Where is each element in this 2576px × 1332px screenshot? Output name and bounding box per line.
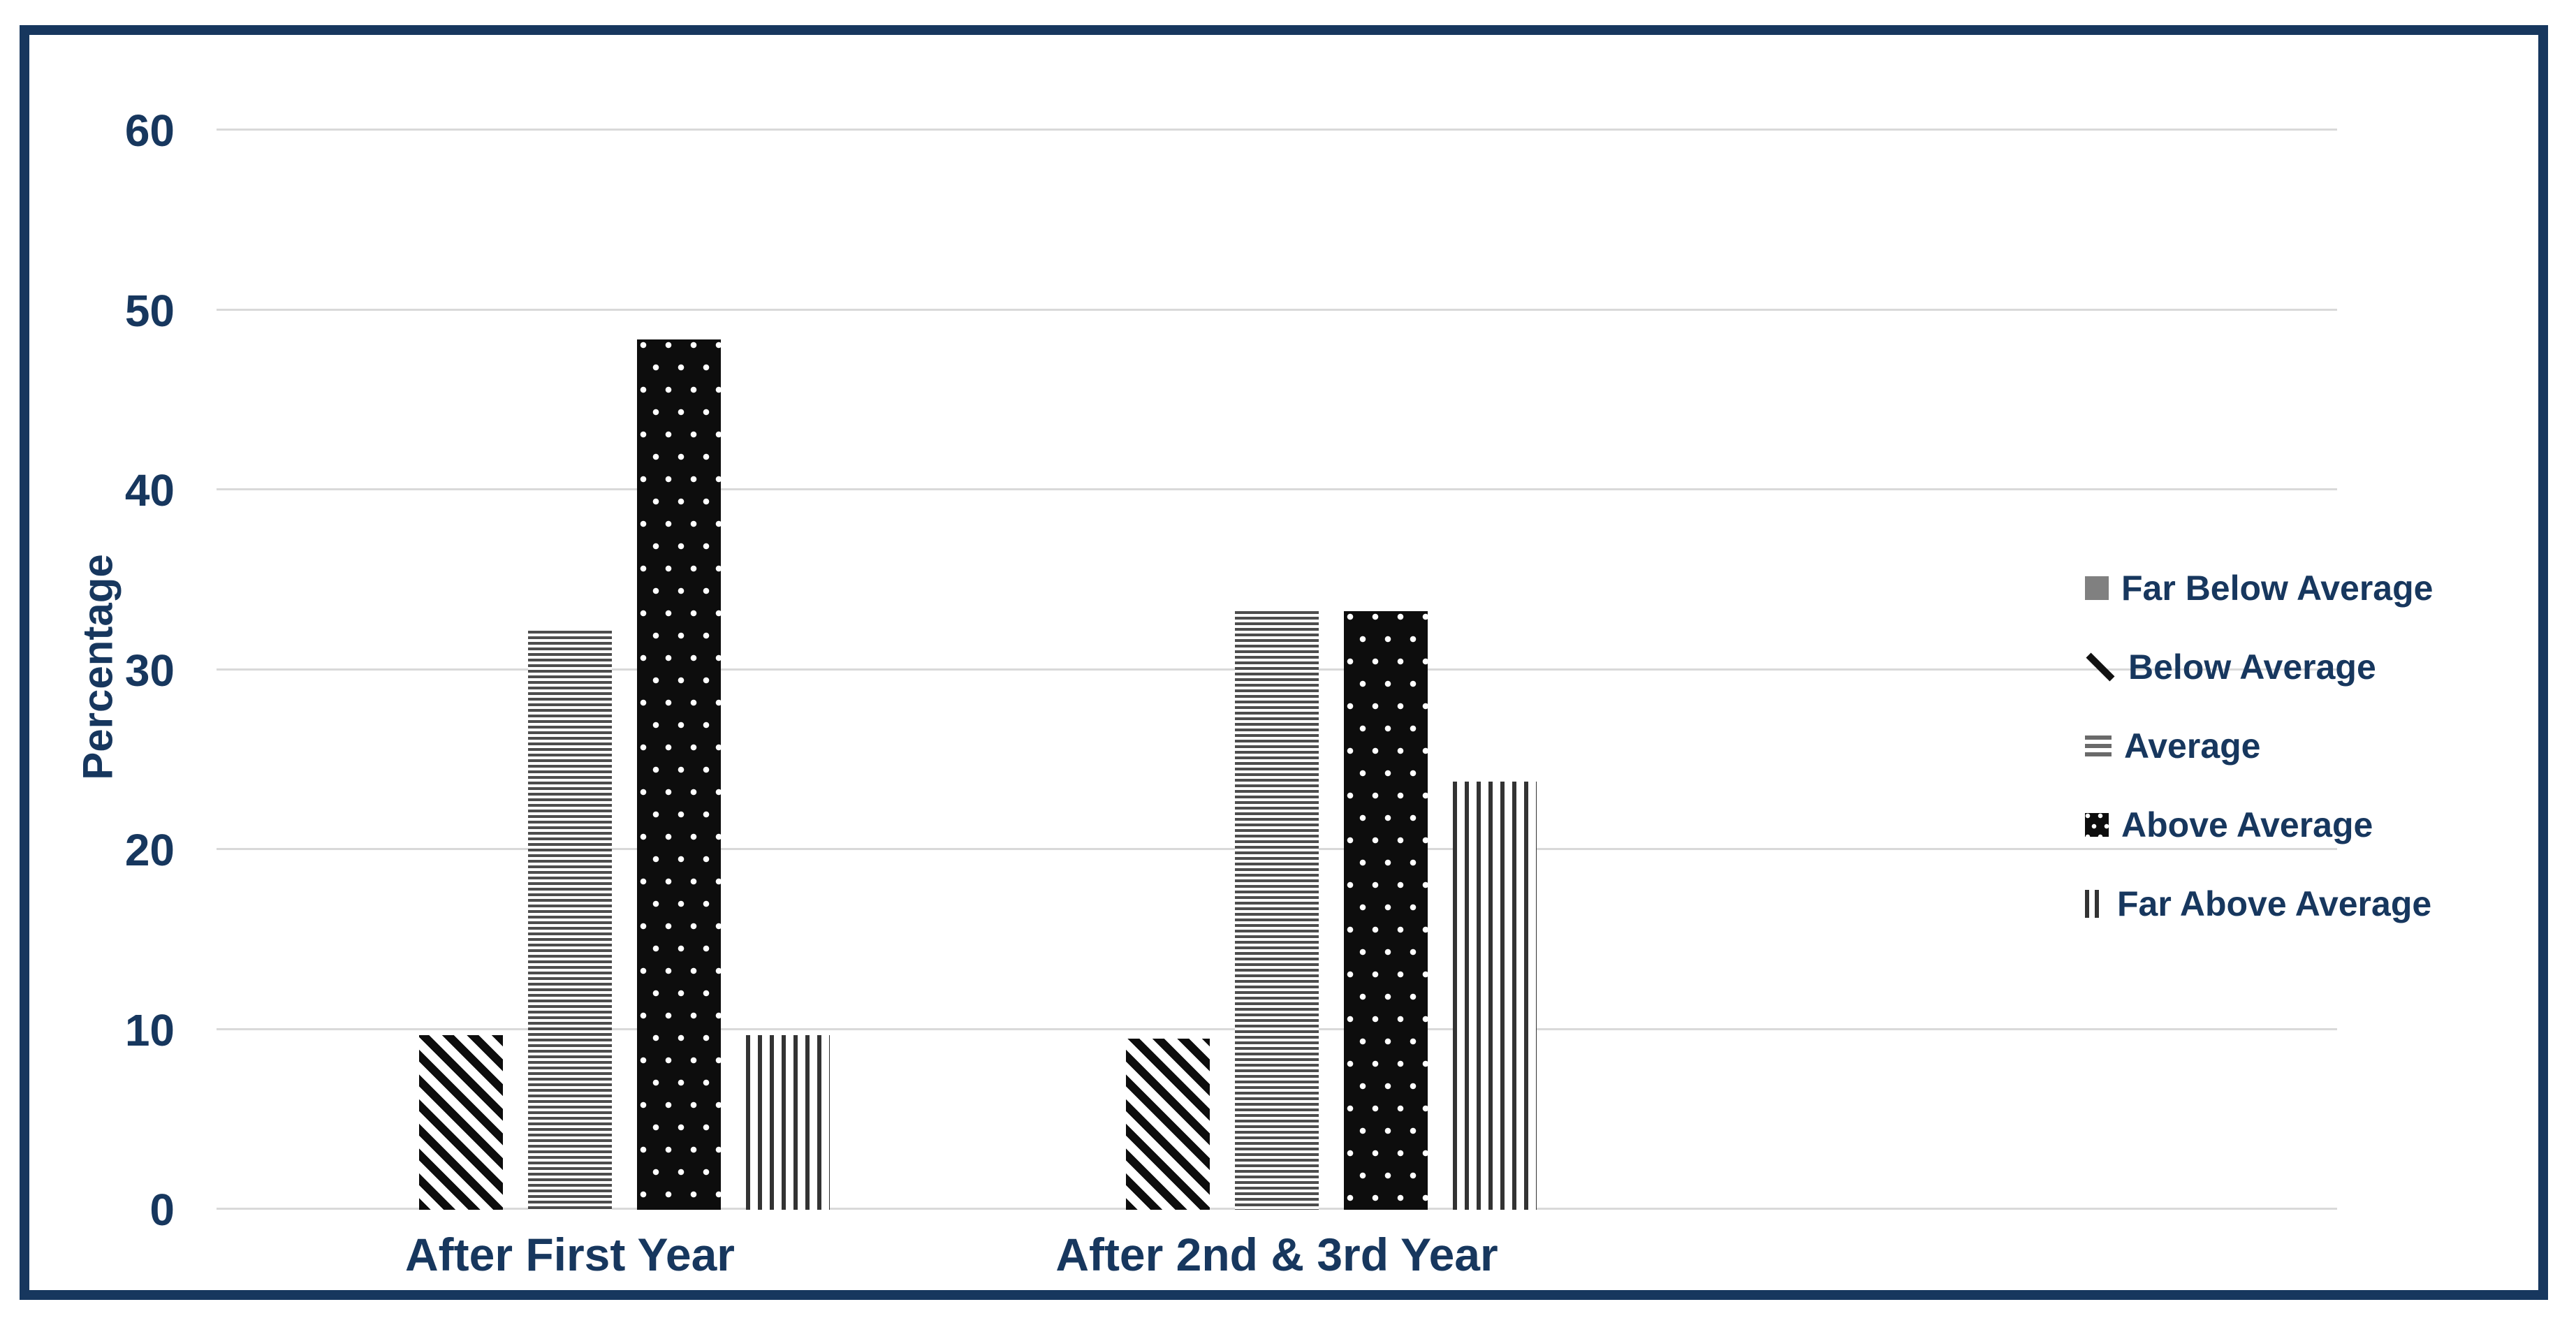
legend-item-below-average: Below Average [2085, 627, 2433, 706]
bar-below-average-cat0 [419, 1035, 503, 1210]
legend-label: Below Average [2128, 647, 2376, 687]
legend: Far Below Average Below Average Average Abo… [2085, 548, 2433, 943]
legend-item-far-below-average: Far Below Average [2085, 548, 2433, 627]
bar-average-cat1 [1235, 610, 1319, 1210]
bar-far-above-average-cat0 [746, 1035, 830, 1210]
legend-label: Average [2124, 726, 2261, 766]
y-tick-label-0: 0 [149, 1185, 175, 1235]
legend-item-average: Average [2085, 706, 2433, 785]
y-tick-label-50: 50 [124, 285, 175, 336]
vertical-lines-legend-marker-icon [2085, 889, 2105, 918]
y-tick-label-60: 60 [124, 105, 175, 156]
legend-label: Far Below Average [2121, 568, 2434, 608]
bar-above-average-cat0 [637, 339, 721, 1210]
y-tick-label-40: 40 [124, 465, 175, 516]
category-label-after-first-year: After First Year [405, 1229, 735, 1280]
black-with-white-dots-legend-marker-icon [2085, 812, 2109, 837]
bar-average-cat0 [528, 630, 612, 1210]
solid-gray-square-legend-marker-icon [2085, 576, 2109, 600]
bar-group-1 [923, 131, 1630, 1210]
legend-item-far-above-average: Far Above Average [2085, 864, 2433, 943]
y-tick-label-30: 30 [124, 645, 175, 696]
category-label-after-2nd-3rd-year: After 2nd & 3rd Year [1055, 1229, 1498, 1280]
plot-area [217, 129, 2337, 1210]
category-label-empty [1630, 1228, 2337, 1281]
horizontal-lines-legend-marker-icon [2085, 735, 2112, 756]
y-tick-label-20: 20 [124, 825, 175, 876]
gridline-40 [217, 488, 2337, 491]
chart-border-frame [20, 25, 2548, 1300]
x-axis-labels: After First Year After 2nd & 3rd Year [217, 1228, 2337, 1281]
legend-label: Far Above Average [2117, 884, 2432, 923]
bar-far-above-average-cat1 [1453, 782, 1537, 1210]
gridline-50 [217, 308, 2337, 311]
bar-below-average-cat1 [1126, 1039, 1210, 1210]
bar-above-average-cat1 [1344, 610, 1428, 1210]
legend-label: Above Average [2121, 805, 2373, 844]
gridline-60 [217, 129, 2337, 131]
diagonal-stripes-legend-marker-icon [2085, 652, 2116, 682]
legend-item-above-average: Above Average [2085, 785, 2433, 864]
y-axis-tick-labels: 0 10 20 30 40 50 60 [84, 108, 175, 1232]
bar-group-0 [217, 131, 923, 1210]
y-tick-label-10: 10 [124, 1004, 175, 1055]
bar-groups-container [217, 131, 2337, 1210]
